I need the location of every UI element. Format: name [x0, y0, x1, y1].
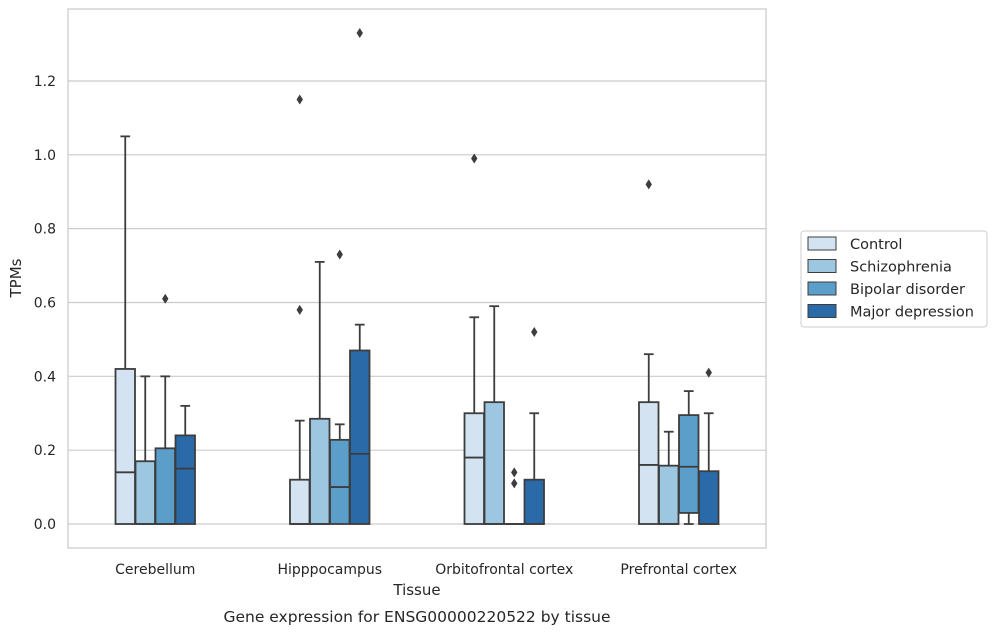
- outlier-point: [471, 153, 478, 164]
- outlier-point: [356, 27, 363, 38]
- outlier-point: [162, 293, 169, 304]
- box: [483, 305, 505, 525]
- y-tick-label: 1.0: [34, 148, 56, 164]
- x-tick-label: Hipppocampus: [277, 562, 382, 578]
- outlier-point: [336, 249, 343, 260]
- box-body: [658, 464, 680, 525]
- box-body: [309, 417, 331, 525]
- outlier-point: [296, 304, 303, 315]
- box-body: [463, 412, 485, 525]
- box-body: [638, 401, 660, 525]
- box: [698, 367, 720, 525]
- chart-caption: Gene expression for ENSG00000220522 by t…: [223, 608, 610, 626]
- box-body: [174, 434, 196, 525]
- y-axis-ticks: 0.0 0.2 0.4 0.6 0.8 1.0 1.2: [34, 74, 56, 533]
- y-tick-label: 0.2: [34, 443, 56, 459]
- box: [114, 135, 136, 525]
- y-tick-label: 0.8: [34, 222, 56, 238]
- box: [349, 27, 371, 525]
- boxes: [114, 27, 720, 525]
- outlier-point: [705, 367, 712, 378]
- box-body: [678, 414, 700, 514]
- outlier-point: [531, 327, 538, 338]
- box: [289, 94, 311, 525]
- box: [523, 327, 545, 525]
- legend-swatch: [807, 236, 837, 251]
- legend-label: Schizophrenia: [850, 260, 952, 276]
- box: [174, 404, 196, 525]
- box-body: [114, 368, 136, 525]
- legend: Control Schizophrenia Bipolar disorder Majo…: [800, 230, 988, 328]
- box: [503, 467, 525, 525]
- outlier-point: [511, 478, 518, 489]
- legend-label: Bipolar disorder: [850, 282, 965, 298]
- x-tick-label: Prefrontal cortex: [620, 562, 737, 578]
- outlier-point: [645, 179, 652, 190]
- box-body: [523, 478, 545, 525]
- x-axis-ticks: Cerebellum Hipppocampus Orbitofrontal cort…: [115, 562, 737, 578]
- box: [638, 179, 660, 525]
- plot-frame: [67, 8, 767, 549]
- legend-swatch: [807, 304, 837, 318]
- box-body: [698, 470, 720, 525]
- box-body: [329, 438, 351, 525]
- box: [309, 260, 331, 525]
- box-body: [483, 401, 505, 525]
- box: [678, 390, 700, 525]
- legend-label: Control: [850, 237, 902, 253]
- box-body: [154, 447, 176, 525]
- y-tick-label: 1.2: [34, 74, 56, 90]
- legend-swatch: [807, 259, 837, 273]
- outlier-point: [296, 94, 303, 105]
- x-tick-label: Cerebellum: [115, 562, 195, 578]
- box-body: [134, 460, 156, 525]
- legend-swatch: [807, 281, 837, 296]
- x-tick-label: Orbitofrontal cortex: [435, 562, 573, 578]
- outlier-point: [511, 467, 518, 478]
- y-tick-label: 0.4: [34, 369, 56, 385]
- legend-frame: [800, 230, 988, 328]
- y-tick-label: 0.6: [34, 295, 56, 311]
- y-axis-label: TPMs: [7, 258, 25, 298]
- y-tick-label: 0.0: [34, 517, 56, 533]
- box-body: [289, 478, 311, 525]
- box-body: [349, 349, 371, 525]
- legend-label: Major depression: [850, 305, 974, 321]
- x-axis-label: Tissue: [392, 581, 440, 599]
